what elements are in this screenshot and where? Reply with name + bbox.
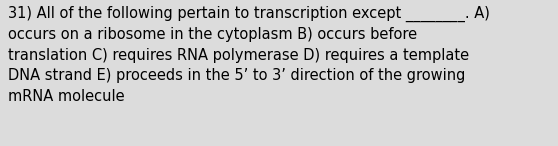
Text: 31) All of the following pertain to transcription except ________. A)
occurs on : 31) All of the following pertain to tran… [8, 6, 490, 104]
